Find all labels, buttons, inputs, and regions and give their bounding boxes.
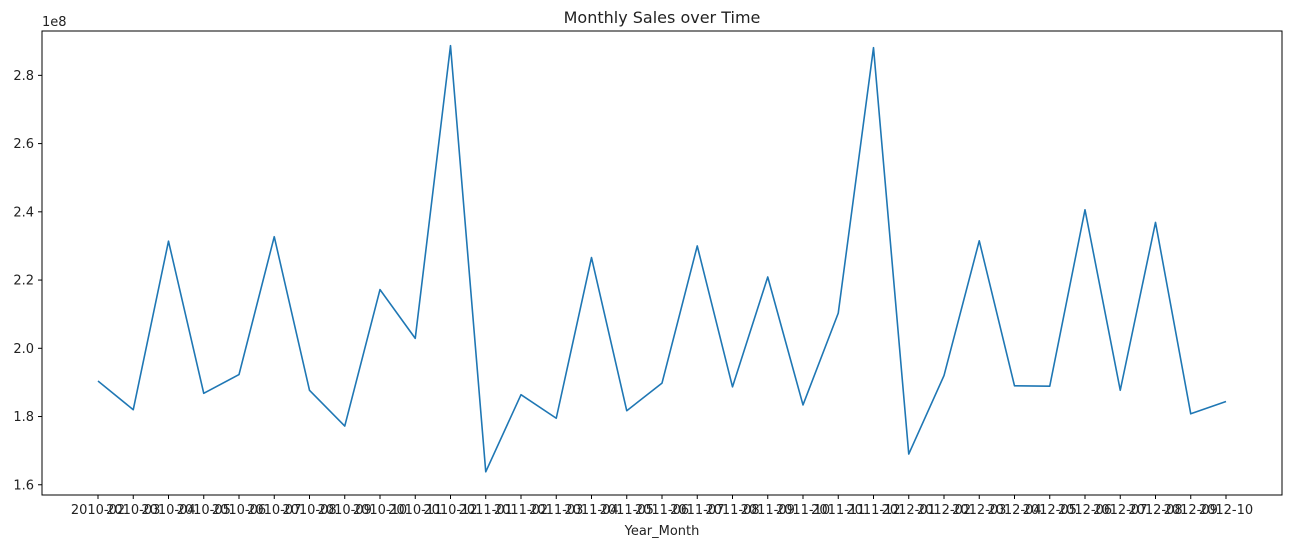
y-tick-label: 1.8 [13, 410, 34, 425]
y-tick-label: 2.2 [13, 274, 34, 289]
x-tick-label: 2012-05 [1023, 503, 1077, 518]
y-tick-label: 2.8 [13, 69, 34, 84]
x-tick-label: 2011-04 [564, 503, 618, 518]
x-tick-label: 2010-04 [141, 503, 195, 518]
x-tick-label: 2010-06 [212, 503, 266, 518]
x-tick-label: 2011-09 [741, 503, 795, 518]
x-tick-labels: 2010-022010-032010-042010-052010-062010-… [71, 503, 1253, 518]
y-tick-label: 2.4 [13, 205, 34, 220]
x-tick-label: 2010-12 [423, 503, 477, 518]
x-tick-label: 2012-04 [987, 503, 1041, 518]
x-tick-label: 2010-10 [353, 503, 407, 518]
x-tick-label: 2012-09 [1164, 503, 1218, 518]
y-tick-marks [38, 74, 42, 486]
x-tick-label: 2012-08 [1128, 503, 1182, 518]
x-tick-label: 2012-07 [1093, 503, 1147, 518]
x-tick-label: 2011-03 [529, 503, 583, 518]
plot-frame [41, 30, 1283, 496]
y-tick-label: 1.6 [13, 478, 34, 493]
y-tick-labels: 1.6 1.8 2.0 2.2 2.4 2.6 2.8 [13, 69, 34, 493]
x-tick-label: 2010-09 [318, 503, 372, 518]
y-offset-label: 1e8 [42, 15, 67, 30]
x-tick-label: 2011-12 [846, 503, 900, 518]
y-tick-label: 2.6 [13, 137, 34, 152]
x-tick-label: 2011-11 [811, 503, 865, 518]
x-tick-label: 2012-10 [1199, 503, 1253, 518]
x-tick-label: 2010-02 [71, 503, 125, 518]
x-tick-label: 2010-07 [247, 503, 301, 518]
series-line [97, 44, 1227, 473]
x-tick-label: 2010-05 [177, 503, 231, 518]
x-tick-label: 2010-03 [106, 503, 160, 518]
x-tick-label: 2011-02 [494, 503, 548, 518]
x-tick-label: 2012-03 [952, 503, 1006, 518]
x-tick-label: 2011-10 [776, 503, 830, 518]
y-tick-label: 2.0 [13, 342, 34, 357]
x-tick-label: 2011-08 [705, 503, 759, 518]
x-tick-label: 2010-08 [282, 503, 336, 518]
x-tick-label: 2011-05 [600, 503, 654, 518]
x-tick-label: 2012-02 [917, 503, 971, 518]
x-tick-label: 2012-01 [882, 503, 936, 518]
x-tick-label: 2011-06 [635, 503, 689, 518]
x-tick-label: 2011-01 [459, 503, 513, 518]
x-tick-label: 2010-11 [388, 503, 442, 518]
x-tick-marks [97, 495, 1227, 499]
x-tick-label: 2011-07 [670, 503, 724, 518]
x-axis-label: Year_Month [624, 524, 700, 539]
x-tick-label: 2012-06 [1058, 503, 1112, 518]
chart-title: Monthly Sales over Time [564, 8, 761, 27]
